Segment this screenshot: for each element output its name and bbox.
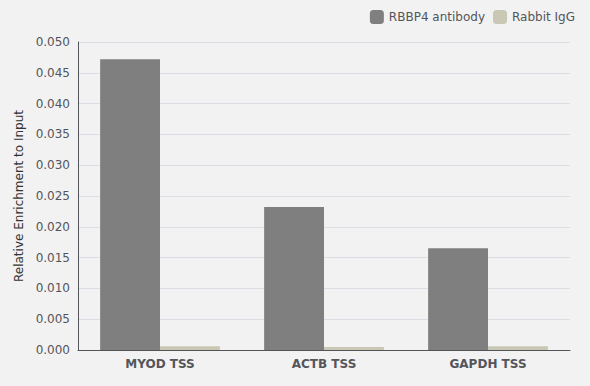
svg-text:0.030: 0.030: [36, 158, 70, 172]
svg-text:0.035: 0.035: [36, 127, 70, 141]
svg-text:Relative Enrichment to Input: Relative Enrichment to Input: [12, 110, 26, 282]
svg-text:GAPDH TSS: GAPDH TSS: [449, 357, 526, 371]
svg-text:RBBP4 antibody: RBBP4 antibody: [389, 10, 485, 24]
svg-text:0.000: 0.000: [36, 343, 70, 357]
svg-text:0.005: 0.005: [36, 312, 70, 326]
svg-text:0.040: 0.040: [36, 97, 70, 111]
svg-text:MYOD TSS: MYOD TSS: [125, 357, 194, 371]
svg-text:0.045: 0.045: [36, 66, 70, 80]
svg-text:0.050: 0.050: [36, 35, 70, 49]
svg-text:0.015: 0.015: [36, 251, 70, 265]
svg-text:ACTB TSS: ACTB TSS: [292, 357, 357, 371]
svg-text:Rabbit IgG: Rabbit IgG: [512, 10, 575, 24]
svg-text:0.010: 0.010: [36, 281, 70, 295]
svg-text:0.020: 0.020: [36, 220, 70, 234]
svg-text:0.025: 0.025: [36, 189, 70, 203]
